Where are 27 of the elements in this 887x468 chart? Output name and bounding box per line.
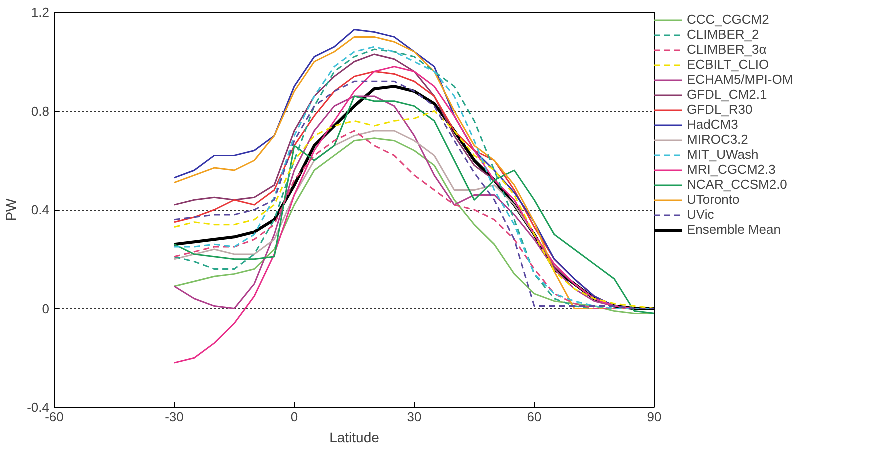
x-tick-label: -30 <box>165 410 184 424</box>
legend-label: HadCM3 <box>687 117 738 132</box>
y-axis-title: PW <box>3 198 20 222</box>
legend-label: CCC_CGCM2 <box>687 12 770 27</box>
legend-label: UVic <box>687 207 714 222</box>
x-axis-title: Latitude <box>330 430 380 446</box>
x-tick-label: 0 <box>290 410 298 424</box>
x-tick-label: 90 <box>647 410 662 424</box>
legend-label: MRI_CGCM2.3 <box>687 162 776 177</box>
y-tick-label: 0 <box>42 301 50 316</box>
y-tick-label: 0.4 <box>31 202 50 218</box>
y-tick-label: 0.8 <box>31 104 50 119</box>
legend-label: NCAR_CCSM2.0 <box>687 177 788 192</box>
x-tick-label: 30 <box>407 410 422 424</box>
legend-label: CLIMBER_3α <box>687 42 767 57</box>
legend-label: CLIMBER_2 <box>687 27 760 42</box>
legend-label: Ensemble Mean <box>687 222 781 237</box>
y-tick-label: -0.4 <box>27 400 50 415</box>
legend-label: UToronto <box>687 192 740 207</box>
legend-label: MIROC3.2 <box>687 132 748 147</box>
legend-label: MIT_UWash <box>687 147 759 162</box>
legend-label: ECHAM5/MPI-OM <box>687 72 794 87</box>
legend-label: GFDL_R30 <box>687 102 753 117</box>
x-tick-label: 60 <box>527 410 542 424</box>
y-tick-label: 1.2 <box>31 5 50 20</box>
legend-label: ECBILT_CLIO <box>687 57 770 72</box>
legend-label: GFDL_CM2.1 <box>687 87 768 102</box>
